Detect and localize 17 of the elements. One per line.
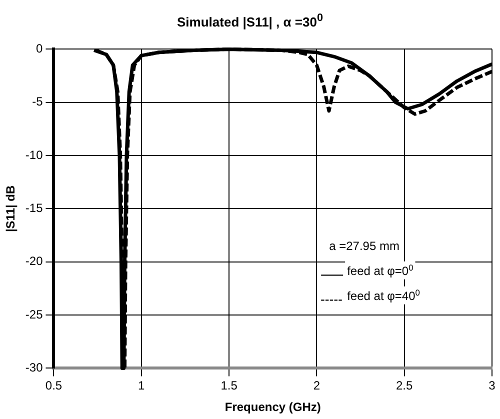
x-tick-label: 3 xyxy=(488,378,496,393)
y-tick-label: -25 xyxy=(25,307,44,322)
annotation: a =27.95 mm xyxy=(329,239,400,254)
y-tick-label: -15 xyxy=(25,201,44,216)
y-tick-label: -30 xyxy=(25,360,44,375)
y-tick-label: -20 xyxy=(25,254,44,268)
x-tick-label: 1.5 xyxy=(220,378,238,393)
x-tick-label: 2 xyxy=(313,378,320,393)
x-tick-label: 2.5 xyxy=(396,378,414,393)
y-axis-title: |S11| dB xyxy=(4,185,18,232)
y-tick-label: 0 xyxy=(36,42,44,56)
chart-title: Simulated |S11| , α =30$^{0}$ xyxy=(176,11,324,32)
x-axis-title: Frequency (GHz) xyxy=(224,400,321,414)
x-tick-label: 1 xyxy=(138,378,146,393)
y-tick-label: -10 xyxy=(25,148,44,162)
y-tick-label: -5 xyxy=(32,94,44,109)
x-tick-label: 0.5 xyxy=(45,378,62,393)
